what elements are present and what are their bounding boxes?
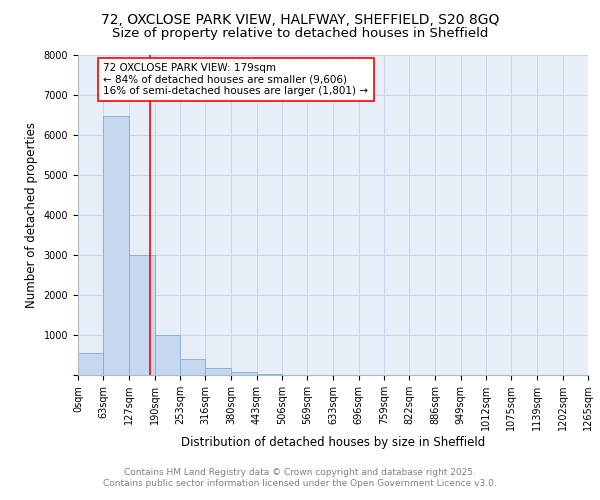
Bar <box>103 116 129 375</box>
Bar <box>257 374 282 375</box>
Text: Size of property relative to detached houses in Sheffield: Size of property relative to detached ho… <box>112 28 488 40</box>
Bar <box>78 353 103 375</box>
X-axis label: Distribution of detached houses by size in Sheffield: Distribution of detached houses by size … <box>181 436 485 449</box>
Bar <box>205 368 231 375</box>
Y-axis label: Number of detached properties: Number of detached properties <box>25 122 38 308</box>
Bar <box>129 255 155 375</box>
Text: 72 OXCLOSE PARK VIEW: 179sqm
← 84% of detached houses are smaller (9,606)
16% of: 72 OXCLOSE PARK VIEW: 179sqm ← 84% of de… <box>103 63 368 96</box>
Bar <box>180 360 205 375</box>
Text: 72, OXCLOSE PARK VIEW, HALFWAY, SHEFFIELD, S20 8GQ: 72, OXCLOSE PARK VIEW, HALFWAY, SHEFFIEL… <box>101 12 499 26</box>
Text: Contains HM Land Registry data © Crown copyright and database right 2025.
Contai: Contains HM Land Registry data © Crown c… <box>103 468 497 487</box>
Bar <box>231 372 257 375</box>
Bar <box>155 335 180 375</box>
